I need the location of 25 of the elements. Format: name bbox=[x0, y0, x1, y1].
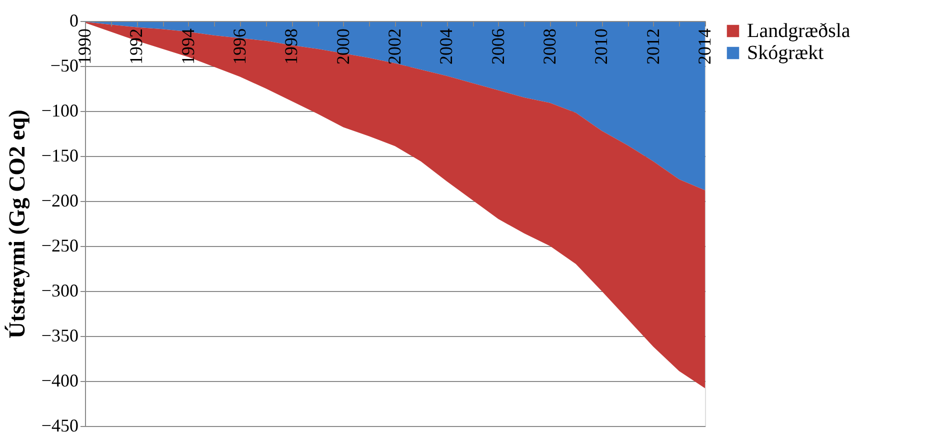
x-tick-label: 1998 bbox=[281, 28, 302, 64]
y-axis-title: Útstreymi (Gg CO2 eq) bbox=[4, 110, 30, 338]
y-tick-label: −350 bbox=[41, 326, 78, 346]
y-tick-label: 0 bbox=[70, 10, 78, 30]
y-tick-label: −100 bbox=[41, 100, 78, 120]
x-tick-label: 1996 bbox=[230, 28, 250, 64]
y-tick-label: −200 bbox=[41, 190, 78, 210]
x-tick-label: 2002 bbox=[384, 28, 404, 64]
legend-label: Skógrækt bbox=[747, 42, 824, 64]
x-tick-label: 2004 bbox=[436, 28, 456, 64]
x-tick-label: 2006 bbox=[488, 28, 508, 64]
x-tick-label: 1994 bbox=[178, 28, 198, 64]
y-tick-label: −400 bbox=[41, 370, 78, 390]
y-tick-label: −250 bbox=[41, 236, 78, 256]
y-tick-label: −50 bbox=[50, 56, 78, 76]
legend-label: Landgræðsla bbox=[747, 20, 850, 42]
y-tick-label: −150 bbox=[41, 146, 78, 166]
x-tick-label: 2008 bbox=[540, 28, 560, 64]
x-tick-label: 2012 bbox=[642, 28, 663, 64]
x-tick-label: 2000 bbox=[332, 28, 353, 64]
x-tick-label: 1992 bbox=[126, 28, 146, 64]
x-tick-label: 2010 bbox=[591, 28, 612, 64]
y-tick-label: −450 bbox=[41, 416, 78, 436]
y-tick-label: −300 bbox=[41, 280, 78, 300]
x-tick-label: 2014 bbox=[694, 28, 714, 64]
